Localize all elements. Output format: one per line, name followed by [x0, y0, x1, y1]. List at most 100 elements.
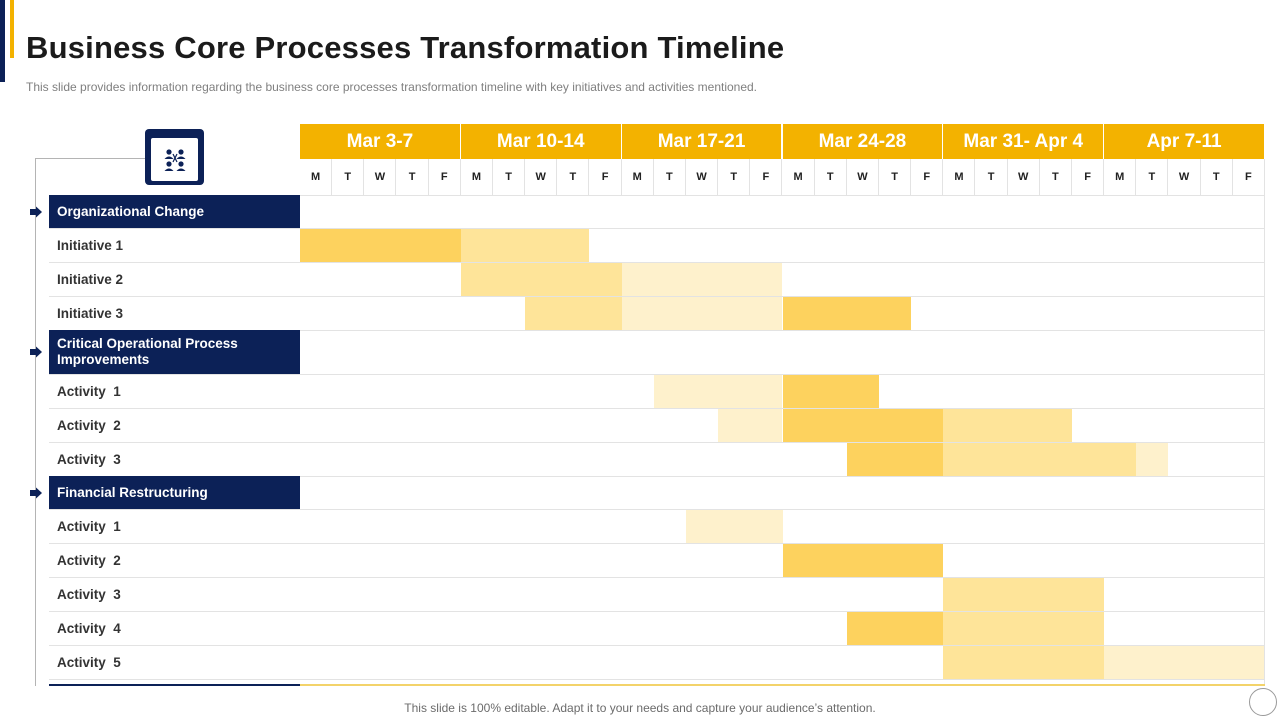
timeline-bar — [460, 229, 590, 262]
timeline-bar — [525, 297, 622, 330]
row-divider — [49, 645, 1265, 646]
row-divider — [49, 476, 1265, 477]
header-icon-badge — [145, 129, 204, 185]
connector-line-top — [35, 158, 145, 159]
row-divider — [49, 408, 1265, 409]
day-header: F — [1233, 159, 1265, 195]
timeline-bar — [653, 375, 783, 408]
day-header: F — [429, 159, 461, 195]
day-header: T — [1040, 159, 1072, 195]
day-header: F — [750, 159, 783, 195]
timeline-bar — [782, 544, 944, 577]
task-label: Activity 4 — [57, 620, 121, 636]
task-label: Activity 2 — [57, 417, 121, 433]
task-label: Activity 3 — [57, 586, 121, 602]
people-network-icon — [164, 148, 185, 171]
day-header: M — [622, 159, 654, 195]
timeline-bar — [943, 646, 1105, 679]
section-header: Organizational Change — [49, 195, 300, 228]
row-divider — [49, 262, 1265, 263]
day-header: W — [686, 159, 719, 195]
row-divider — [49, 442, 1265, 443]
slide-subtitle: This slide provides information regardin… — [26, 80, 758, 94]
timeline-bar — [846, 612, 944, 645]
task-label: Activity 5 — [57, 654, 121, 670]
task-label: Initiative 2 — [57, 271, 124, 287]
timeline-bar — [782, 297, 912, 330]
day-header: T — [493, 159, 526, 195]
week-header: Mar 31- Apr 4 — [943, 124, 1105, 159]
timeline-bar — [686, 510, 783, 543]
section-header: Critical Operational Process Improvement… — [49, 330, 300, 374]
timeline-bar — [943, 612, 1105, 645]
day-header: W — [1008, 159, 1040, 195]
row-divider — [49, 543, 1265, 544]
day-header: F — [911, 159, 944, 195]
day-header: T — [557, 159, 590, 195]
accent-bar-navy — [0, 0, 5, 82]
timeline-bar — [943, 578, 1105, 611]
timeline-bar — [846, 443, 944, 476]
bottom-rule-gold — [300, 684, 1265, 686]
task-label: Initiative 1 — [57, 237, 124, 253]
grid-right-edge — [1264, 195, 1265, 685]
task-label: Activity 3 — [57, 451, 121, 467]
day-header: M — [300, 159, 333, 195]
day-header: T — [976, 159, 1008, 195]
week-header: Mar 17-21 — [621, 124, 783, 159]
timeline-bar — [943, 443, 1137, 476]
timeline-bar — [1136, 443, 1169, 476]
week-header: Mar 24-28 — [782, 124, 944, 159]
task-label: Initiative 3 — [57, 305, 124, 321]
timeline-bar — [782, 375, 879, 408]
day-header: W — [525, 159, 558, 195]
day-header: T — [654, 159, 686, 195]
timeline-bar — [621, 297, 783, 330]
row-divider — [49, 577, 1265, 578]
week-header: Mar 10-14 — [460, 124, 622, 159]
day-header: T — [718, 159, 751, 195]
week-header: Mar 3-7 — [300, 124, 461, 159]
timeline-bar — [782, 409, 944, 442]
footer-note: This slide is 100% editable. Adapt it to… — [404, 701, 876, 715]
day-header: T — [879, 159, 912, 195]
day-header: T — [815, 159, 847, 195]
task-label: Activity 1 — [57, 518, 121, 534]
task-label: Activity 1 — [57, 383, 121, 399]
connector-line-vertical — [35, 158, 36, 686]
section-header: Financial Restructuring — [49, 476, 300, 509]
day-header: M — [461, 159, 493, 195]
row-divider — [49, 611, 1265, 612]
day-header: T — [332, 159, 365, 195]
row-divider — [49, 330, 1265, 331]
day-header: M — [1104, 159, 1137, 195]
arrow-right-icon — [30, 346, 42, 358]
arrow-right-icon — [30, 206, 42, 217]
week-header: Apr 7-11 — [1104, 124, 1265, 159]
row-divider — [49, 679, 1265, 680]
arrow-right-icon — [30, 487, 42, 498]
day-header: M — [783, 159, 815, 195]
accent-bar-gold — [10, 0, 14, 58]
row-divider — [49, 509, 1265, 510]
timeline-bar — [621, 263, 783, 296]
timeline-bar — [1104, 646, 1265, 679]
slide-title: Business Core Processes Transformation T… — [26, 30, 785, 65]
timeline-bar — [460, 263, 622, 296]
row-divider — [49, 374, 1265, 375]
day-header: W — [847, 159, 879, 195]
day-header: F — [1072, 159, 1105, 195]
task-label: Activity 2 — [57, 552, 121, 568]
day-header: M — [943, 159, 976, 195]
row-divider — [49, 195, 1265, 196]
day-header: T — [397, 159, 429, 195]
day-header: F — [590, 159, 622, 195]
timeline-bar — [300, 229, 461, 262]
day-header: W — [364, 159, 397, 195]
timeline-bar — [718, 409, 783, 442]
day-header: T — [1201, 159, 1233, 195]
timeline-bar — [943, 409, 1072, 442]
day-header: W — [1169, 159, 1201, 195]
day-header: T — [1136, 159, 1169, 195]
row-divider — [49, 228, 1265, 229]
